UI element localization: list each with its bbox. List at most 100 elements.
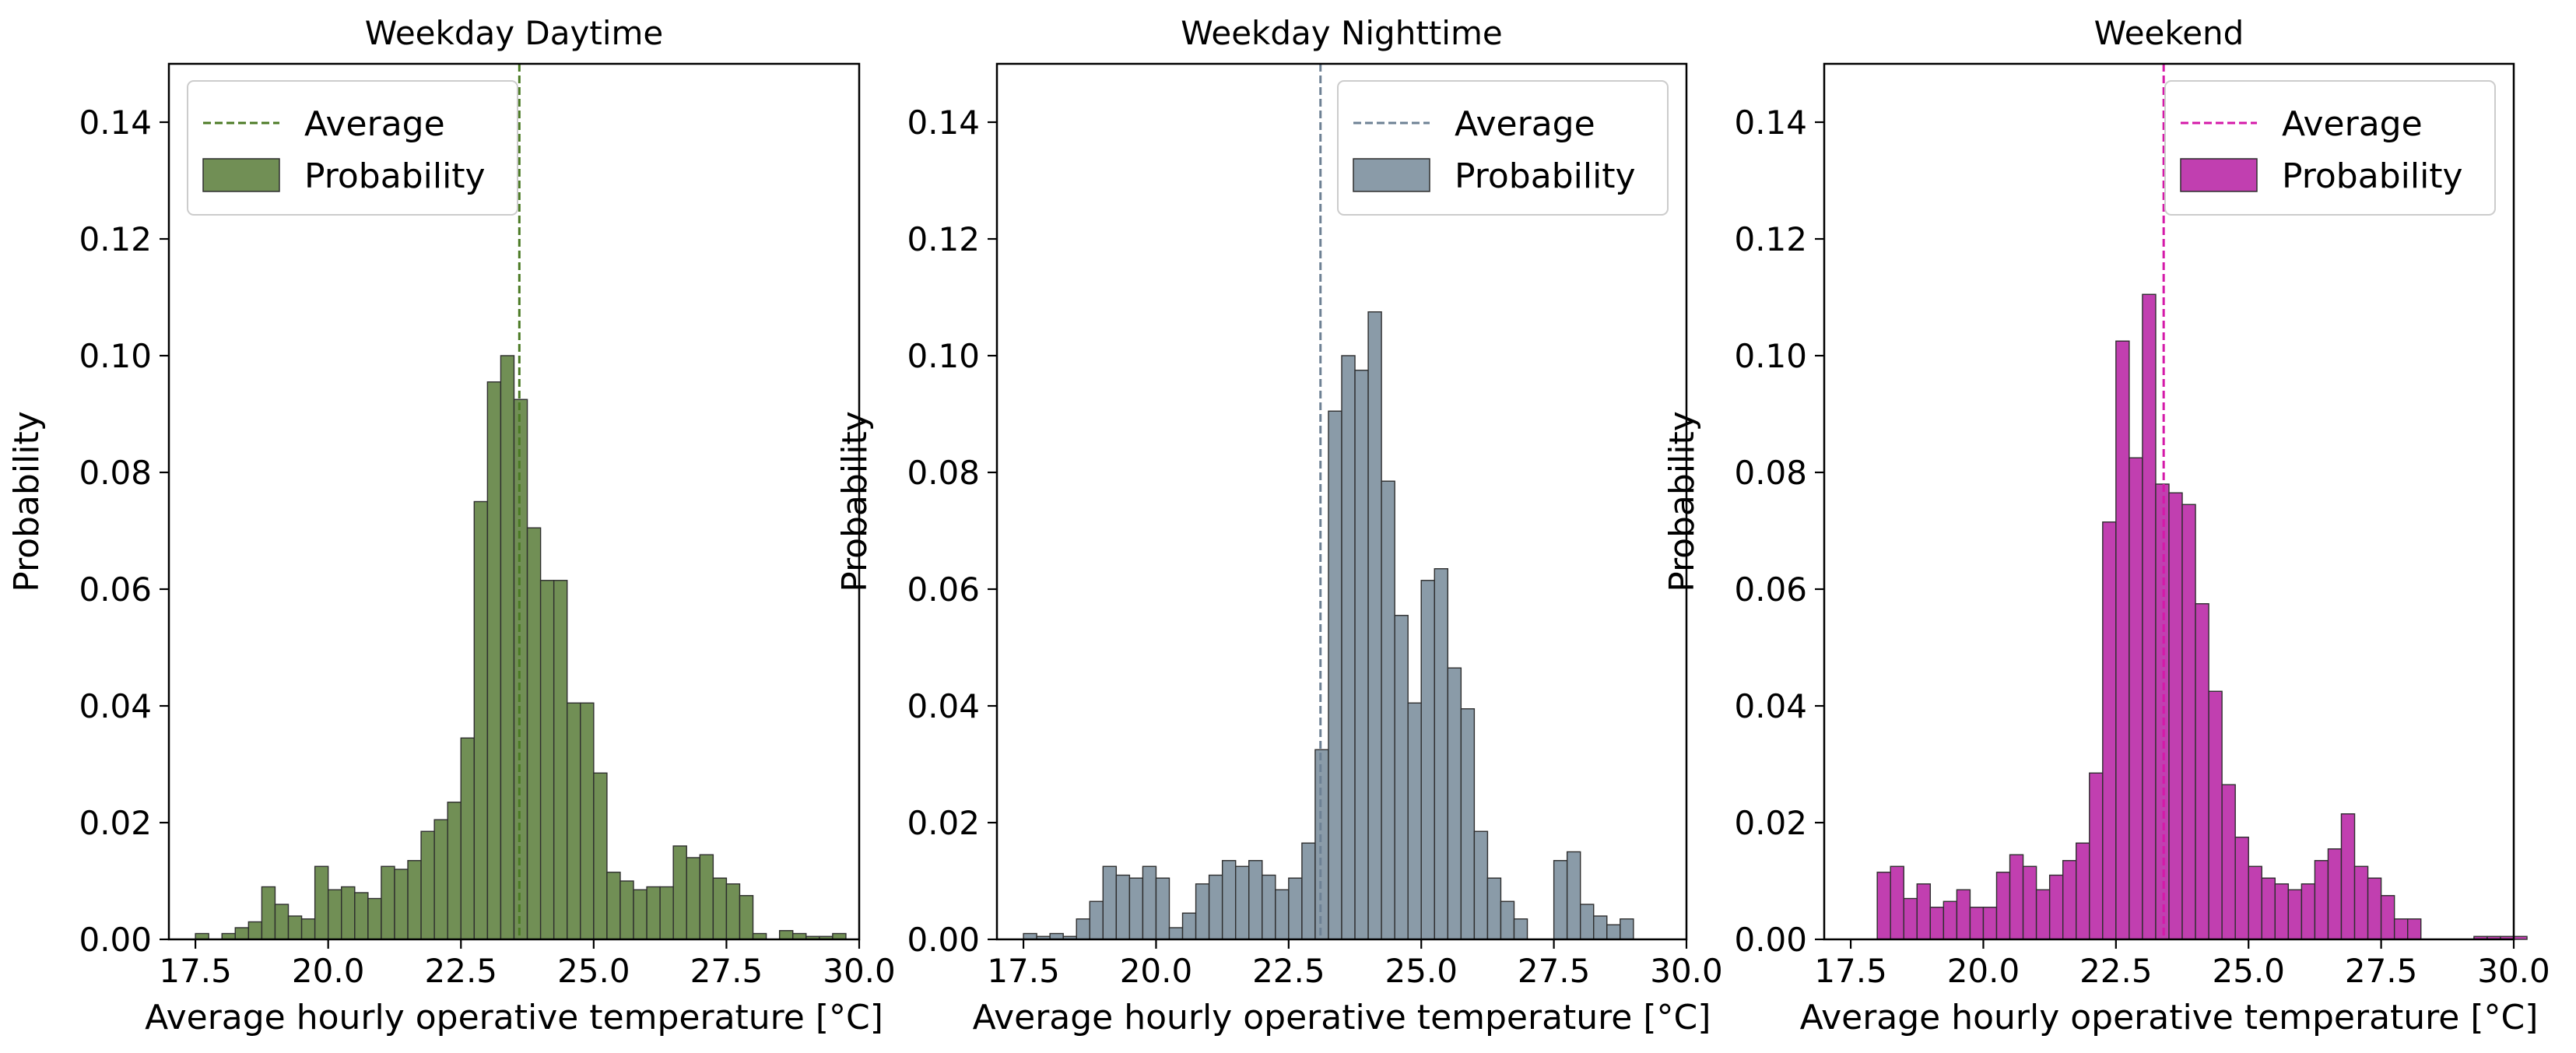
x-axis-label: Average hourly operative temperature [°C…	[1800, 998, 2539, 1037]
x-axis-label: Average hourly operative temperature [°C…	[973, 998, 1711, 1037]
histogram-bar	[2274, 883, 2290, 940]
x-tick-label: 27.5	[2345, 952, 2418, 990]
histogram-bar	[1553, 860, 1568, 940]
histogram-bar	[1916, 883, 1932, 940]
legend-probability-swatch	[2180, 158, 2258, 192]
y-tick-label: 0.14	[1734, 104, 1807, 142]
histogram-bar	[1593, 915, 1608, 940]
y-tick-label: 0.06	[79, 570, 152, 609]
x-tick-label: 27.5	[690, 952, 763, 990]
histogram-bar	[526, 527, 542, 940]
axes-frame	[1823, 62, 2515, 941]
histogram-bar	[1142, 865, 1157, 940]
chart-panel-1: 17.5 20.0 22.5 25.0 27.5 30.0 0.00 0.02 0.04 0.06…	[7, 14, 896, 1037]
histogram-bar	[2142, 293, 2157, 940]
histogram-bar	[1579, 904, 1595, 940]
histogram-bar	[1328, 410, 1342, 940]
legend-average-label: Average	[304, 104, 445, 144]
histogram-bar	[1234, 865, 1250, 940]
histogram-bar	[633, 889, 648, 940]
histogram-bar	[1982, 907, 1998, 940]
y-tick-label: 0.10	[907, 337, 980, 375]
histogram-bar	[580, 702, 595, 940]
y-tick-label: 0.00	[907, 921, 980, 959]
histogram-bar	[1195, 883, 1210, 940]
x-tick-label: 22.5	[1252, 952, 1325, 990]
y-tick-label: 0.08	[907, 454, 980, 492]
histogram-bar	[1076, 918, 1090, 940]
legend-probability-swatch	[202, 158, 280, 192]
histogram-bar	[659, 886, 674, 940]
histogram-bar	[1969, 907, 1985, 940]
histogram-bar	[274, 904, 290, 940]
histogram-bar	[1876, 872, 1891, 940]
histogram-bar	[234, 927, 250, 940]
x-tick-label: 30.0	[2477, 952, 2550, 990]
histogram-bar	[247, 921, 263, 940]
x-tick-label: 27.5	[1518, 952, 1591, 990]
histogram-bar	[2234, 837, 2249, 940]
histogram-bar	[513, 398, 528, 940]
histogram-bar	[1929, 907, 1945, 940]
legend-probability-label: Probability	[304, 156, 486, 196]
histogram-bar	[672, 845, 687, 940]
histogram-bar	[2327, 848, 2343, 940]
histogram-bar	[473, 500, 489, 940]
histogram-bar	[2129, 457, 2143, 940]
histogram-bar	[2261, 877, 2276, 940]
axes-frame	[995, 62, 1688, 941]
x-tick-label: 17.5	[987, 952, 1060, 990]
y-tick-label: 0.08	[1734, 454, 1807, 492]
histogram-bar	[2089, 772, 2104, 940]
x-tick-label: 20.0	[1120, 952, 1193, 990]
histogram-bar	[2406, 918, 2422, 940]
histogram-bar	[300, 918, 316, 940]
legend: Average Probability	[1337, 80, 1669, 216]
chart-panel-2: 17.5 20.0 22.5 25.0 27.5 30.0 0.00 0.02 0.04 0.06…	[835, 14, 1723, 1037]
histogram-bar	[619, 880, 634, 940]
histogram-bar	[1606, 924, 1621, 940]
histogram-bar	[739, 895, 754, 940]
histogram-bar	[712, 877, 728, 940]
y-tick-label: 0.12	[907, 220, 980, 258]
histogram-bar	[1341, 355, 1356, 940]
histogram-bar	[500, 355, 515, 940]
histogram-bar	[1486, 877, 1502, 940]
histogram-bar	[1208, 874, 1223, 940]
histogram-bar	[606, 872, 621, 940]
histogram-bar	[1447, 667, 1462, 940]
x-tick-label: 30.0	[1650, 952, 1723, 990]
histogram-bar	[314, 865, 329, 940]
histogram-bar	[1262, 874, 1276, 940]
histogram-bar	[686, 857, 701, 940]
y-tick-label: 0.14	[907, 104, 980, 142]
histogram-bar	[407, 860, 422, 940]
y-tick-label: 0.04	[907, 687, 980, 725]
histogram-bar	[2181, 504, 2196, 940]
histogram-bar	[1890, 865, 1904, 940]
legend-average-label: Average	[1455, 104, 1595, 144]
histogram-bar	[1620, 918, 1634, 940]
x-tick-label: 30.0	[823, 952, 896, 990]
histogram-bar	[2301, 883, 2316, 940]
histogram-bar	[1102, 865, 1118, 940]
chart-title: Weekday Nighttime	[1181, 14, 1502, 52]
histogram-bar	[2513, 935, 2528, 940]
histogram-bar	[341, 886, 356, 940]
y-tick-label: 0.10	[1734, 337, 1807, 375]
histogram-bar	[2076, 842, 2090, 940]
histogram-bar	[553, 580, 568, 940]
histogram-bar	[1275, 889, 1290, 940]
histogram-bar	[2009, 854, 2024, 940]
histogram-bar	[1128, 877, 1144, 940]
y-axis-label: Probability	[7, 411, 47, 592]
x-axis-label: Average hourly operative temperature [°C…	[145, 998, 883, 1037]
histogram-bar	[1995, 872, 2011, 940]
histogram-bar	[2035, 889, 2051, 940]
histogram-bar	[2102, 521, 2117, 940]
histogram-bar	[1301, 842, 1316, 940]
x-tick-label: 20.0	[292, 952, 365, 990]
histogram-bar	[1168, 927, 1184, 940]
histogram-bar	[2115, 340, 2130, 940]
histogram-bar	[433, 819, 448, 940]
